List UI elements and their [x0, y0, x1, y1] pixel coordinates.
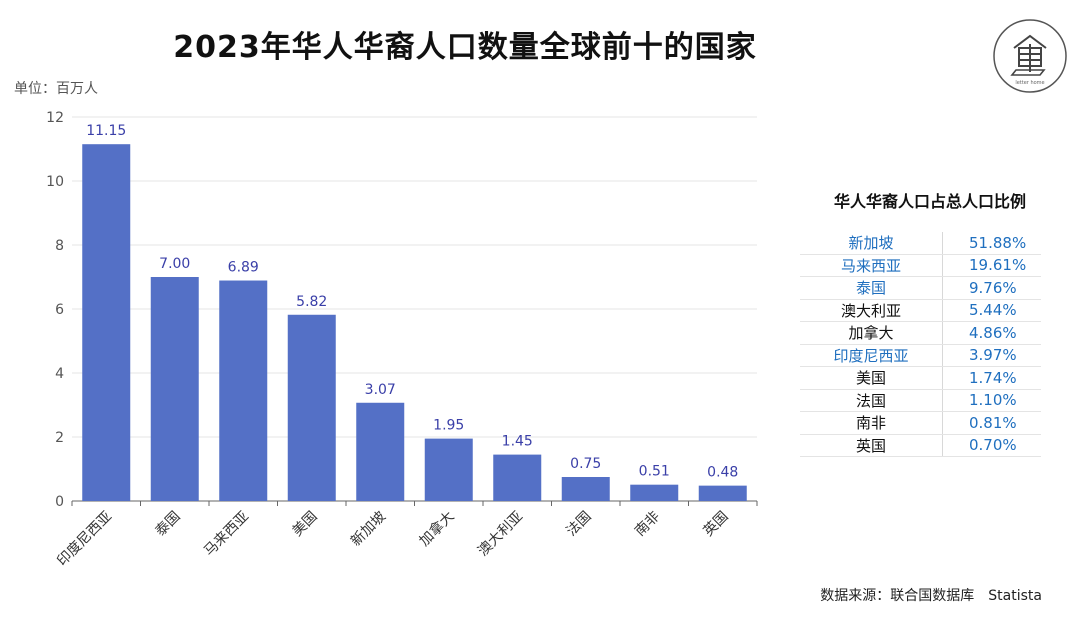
country-cell: 澳大利亚 — [800, 299, 943, 322]
bar — [424, 438, 473, 501]
percent-cell: 1.10% — [942, 389, 1041, 412]
logo-text: letter home — [1015, 80, 1044, 86]
country-cell: 法国 — [800, 389, 943, 412]
x-tick-label: 法国 — [563, 509, 594, 540]
data-label: 7.00 — [159, 256, 190, 272]
source-note: 数据来源：联合国数据库 Statista — [820, 585, 1042, 605]
data-label: 3.07 — [365, 382, 396, 398]
bar — [493, 454, 542, 501]
y-tick-label: 0 — [55, 494, 64, 510]
bar — [287, 314, 336, 501]
y-tick-label: 10 — [46, 174, 64, 190]
table-row: 澳大利亚 5.44% — [800, 299, 1041, 322]
x-tick-label: 南非 — [632, 509, 663, 540]
x-tick-label: 泰国 — [152, 509, 183, 540]
table-row: 印度尼西亚 3.97% — [800, 344, 1041, 367]
country-cell: 印度尼西亚 — [800, 344, 943, 367]
percent-cell: 0.70% — [942, 434, 1041, 457]
bar-chart: 0 2 4 6 8 10 12 11.15 印度尼西亚 7.00 泰国 6.89 马来西亚 5.82 美国 3… — [46, 110, 758, 570]
x-tick-label: 澳大利亚 — [475, 509, 526, 560]
data-label: 1.45 — [502, 434, 533, 450]
source-name: Statista — [988, 588, 1042, 604]
data-label: 5.82 — [296, 294, 327, 310]
country-cell: 加拿大 — [800, 321, 943, 345]
data-label: 6.89 — [228, 260, 259, 276]
x-tick-label: 加拿大 — [416, 508, 458, 550]
x-tick-label: 英国 — [700, 508, 732, 540]
unit-label: 单位：百万人 — [14, 81, 98, 97]
x-tick-label: 美国 — [289, 509, 320, 540]
y-tick-label: 2 — [55, 430, 64, 446]
bar — [150, 277, 199, 501]
bar — [630, 484, 679, 501]
y-tick-label: 12 — [46, 110, 64, 126]
bar — [561, 477, 610, 501]
table-row: 英国 0.70% — [800, 434, 1041, 457]
percent-cell: 0.81% — [942, 411, 1041, 435]
percent-cell: 4.86% — [942, 321, 1041, 345]
y-tick-label: 8 — [55, 238, 64, 254]
table-row: 美国 1.74% — [800, 366, 1041, 390]
data-label: 0.51 — [639, 464, 670, 480]
country-cell: 马来西亚 — [800, 254, 943, 277]
percent-cell: 5.44% — [942, 299, 1041, 322]
country-cell: 新加坡 — [800, 232, 943, 255]
table-row: 法国 1.10% — [800, 389, 1041, 412]
table-row: 加拿大 4.86% — [800, 321, 1041, 345]
data-label: 1.95 — [433, 418, 464, 434]
percent-cell: 51.88% — [942, 232, 1041, 255]
data-label: 11.15 — [86, 123, 126, 139]
y-tick-label: 6 — [55, 302, 64, 318]
country-cell: 泰国 — [800, 276, 943, 300]
country-cell: 南非 — [800, 411, 943, 435]
source-label: 数据来源：联合国数据库 — [820, 588, 975, 604]
table-row: 马来西亚 19.61% — [800, 254, 1041, 277]
bar — [219, 280, 268, 501]
bar — [698, 485, 747, 501]
data-label: 0.75 — [570, 456, 601, 472]
letter-home-logo-icon: letter home — [993, 19, 1067, 93]
table-row: 新加坡 51.88% — [800, 232, 1041, 255]
y-tick-label: 4 — [55, 366, 64, 382]
x-tick-label: 马来西亚 — [201, 509, 252, 560]
data-label: 0.48 — [707, 465, 738, 481]
share-table-title: 华人华裔人口占总人口比例 — [833, 192, 1026, 211]
bar — [356, 402, 405, 501]
country-cell: 英国 — [800, 434, 943, 457]
percent-cell: 1.74% — [942, 366, 1041, 390]
percent-cell: 3.97% — [942, 344, 1041, 367]
country-cell: 美国 — [800, 366, 943, 390]
share-table: 新加坡 51.88% 马来西亚 19.61% 泰国 9.76% 澳大利亚 5.44% 加拿大 4.… — [800, 232, 1041, 457]
percent-cell: 19.61% — [942, 254, 1041, 277]
x-tick-label: 新加坡 — [348, 509, 389, 550]
page-title: 2023年华人华裔人口数量全球前十的国家 — [173, 30, 757, 65]
table-row: 南非 0.81% — [800, 411, 1041, 435]
x-tick-label: 印度尼西亚 — [54, 509, 115, 570]
percent-cell: 9.76% — [942, 276, 1041, 300]
table-row: 泰国 9.76% — [800, 276, 1041, 300]
bar — [82, 144, 131, 501]
